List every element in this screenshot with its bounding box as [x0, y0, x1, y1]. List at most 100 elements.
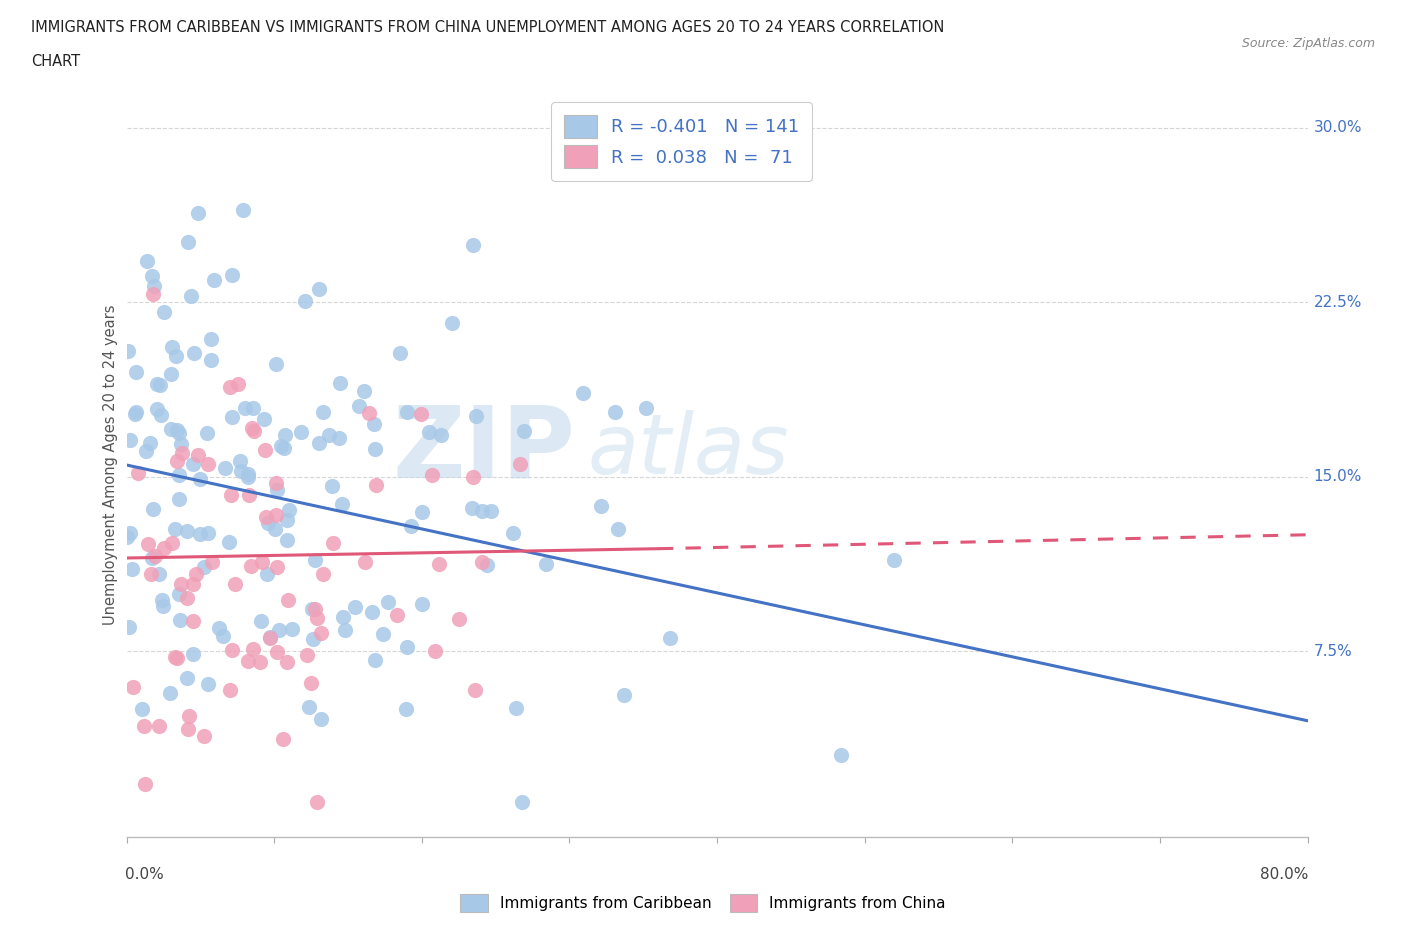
- Legend: Immigrants from Caribbean, Immigrants from China: Immigrants from Caribbean, Immigrants fr…: [454, 888, 952, 918]
- Point: [830, 747, 852, 762]
- Point: [125, 365, 148, 379]
- Point: [166, 349, 188, 364]
- Point: [364, 441, 387, 456]
- Point: [322, 536, 344, 551]
- Point: [163, 522, 186, 537]
- Point: [212, 628, 235, 643]
- Point: [332, 609, 354, 624]
- Point: [304, 552, 326, 567]
- Point: [229, 454, 252, 469]
- Point: [181, 613, 204, 628]
- Point: [603, 405, 626, 419]
- Point: [278, 503, 301, 518]
- Text: 30.0%: 30.0%: [1313, 120, 1362, 136]
- Point: [141, 566, 163, 581]
- Point: [228, 377, 250, 392]
- Point: [153, 304, 176, 319]
- Point: [253, 412, 276, 427]
- Point: [148, 718, 170, 733]
- Point: [510, 794, 533, 809]
- Point: [263, 522, 285, 537]
- Point: [266, 483, 288, 498]
- Point: [357, 405, 380, 420]
- Point: [309, 625, 332, 640]
- Point: [250, 614, 273, 629]
- Point: [302, 631, 325, 646]
- Point: [160, 366, 183, 381]
- Point: [308, 436, 330, 451]
- Point: [312, 566, 335, 581]
- Point: [146, 377, 169, 392]
- Point: [256, 566, 278, 581]
- Point: [139, 435, 162, 450]
- Point: [264, 476, 287, 491]
- Point: [197, 677, 219, 692]
- Point: [176, 524, 198, 538]
- Point: [377, 594, 399, 609]
- Point: [471, 555, 494, 570]
- Text: atlas: atlas: [588, 409, 789, 491]
- Point: [169, 613, 191, 628]
- Point: [290, 424, 312, 439]
- Point: [148, 567, 170, 582]
- Point: [509, 457, 531, 472]
- Point: [149, 407, 172, 422]
- Point: [138, 537, 160, 551]
- Point: [150, 592, 173, 607]
- Point: [572, 386, 595, 401]
- Point: [143, 549, 166, 564]
- Point: [177, 234, 200, 249]
- Point: [162, 536, 184, 551]
- Point: [353, 554, 375, 569]
- Point: [449, 611, 471, 626]
- Point: [259, 630, 281, 644]
- Point: [153, 541, 176, 556]
- Point: [141, 269, 163, 284]
- Point: [305, 611, 328, 626]
- Point: [181, 646, 204, 661]
- Point: [477, 557, 499, 572]
- Point: [276, 512, 298, 527]
- Point: [160, 340, 183, 355]
- Point: [423, 644, 446, 658]
- Point: [167, 491, 190, 506]
- Point: [193, 560, 215, 575]
- Point: [170, 577, 193, 591]
- Point: [122, 680, 145, 695]
- Point: [218, 535, 240, 550]
- Point: [170, 436, 193, 451]
- Point: [136, 254, 159, 269]
- Point: [233, 401, 256, 416]
- Point: [298, 699, 321, 714]
- Point: [534, 557, 557, 572]
- Point: [353, 383, 375, 398]
- Point: [301, 676, 323, 691]
- Text: CHART: CHART: [31, 54, 80, 69]
- Point: [166, 422, 188, 437]
- Point: [461, 500, 484, 515]
- Point: [505, 701, 527, 716]
- Point: [134, 777, 156, 791]
- Point: [134, 719, 156, 734]
- Point: [240, 420, 263, 435]
- Point: [461, 238, 484, 253]
- Point: [149, 378, 172, 392]
- Point: [411, 504, 433, 519]
- Point: [201, 554, 224, 569]
- Point: [197, 525, 219, 540]
- Point: [166, 454, 188, 469]
- Point: [125, 405, 148, 419]
- Point: [177, 708, 200, 723]
- Point: [253, 443, 276, 458]
- Point: [238, 467, 260, 482]
- Point: [214, 461, 236, 476]
- Point: [347, 399, 370, 414]
- Point: [207, 620, 229, 635]
- Point: [195, 425, 218, 440]
- Point: [307, 794, 329, 809]
- Point: [242, 400, 264, 415]
- Point: [167, 467, 190, 482]
- Point: [187, 448, 209, 463]
- Point: [170, 445, 193, 460]
- Point: [360, 604, 382, 619]
